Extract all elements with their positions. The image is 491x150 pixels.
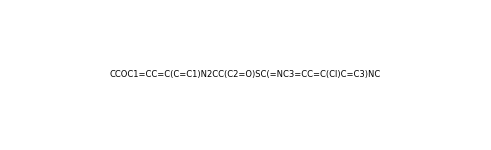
Text: CCOC1=CC=C(C=C1)N2CC(C2=O)SC(=NC3=CC=C(Cl)C=C3)NC: CCOC1=CC=C(C=C1)N2CC(C2=O)SC(=NC3=CC=C(C… — [110, 70, 381, 80]
